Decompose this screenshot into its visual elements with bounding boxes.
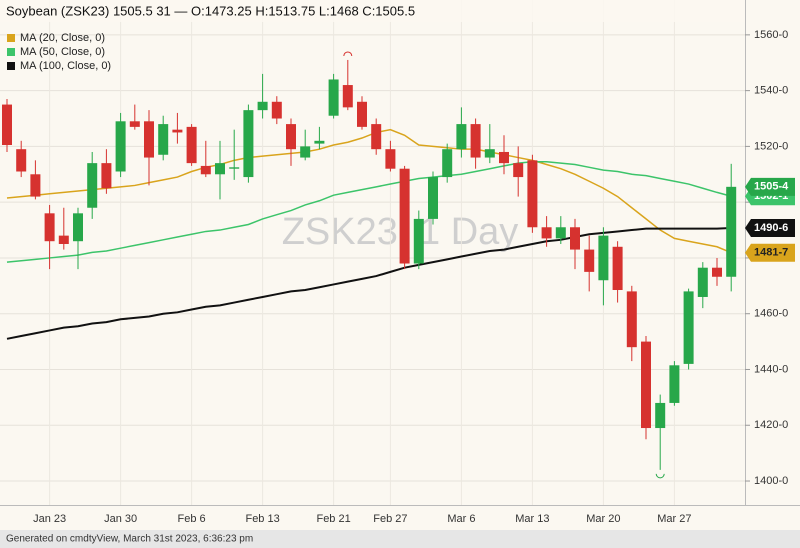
candle-body xyxy=(697,267,708,297)
x-tick-label: Mar 13 xyxy=(515,513,549,525)
x-tick-label: Mar 6 xyxy=(447,513,475,525)
candle-body xyxy=(186,126,197,164)
candle-body xyxy=(357,101,367,127)
footer-bar xyxy=(0,530,800,548)
candle-body xyxy=(73,213,83,242)
candle-body xyxy=(16,149,27,172)
candle-body xyxy=(328,79,339,116)
x-tick-label: Feb 27 xyxy=(373,513,407,525)
ma-lines xyxy=(6,128,732,340)
x-tick-label: Mar 20 xyxy=(586,513,620,525)
y-tick-label: 1420-0 xyxy=(754,419,788,431)
candle-body xyxy=(229,167,240,169)
candle-body xyxy=(58,235,69,244)
high-marker xyxy=(343,51,353,57)
legend-swatch xyxy=(7,48,15,56)
candle-body xyxy=(399,168,410,264)
candle-body xyxy=(470,124,481,158)
candle-body xyxy=(371,124,382,150)
candle-body xyxy=(271,101,282,119)
candle-body xyxy=(115,121,126,172)
candle-body xyxy=(2,104,12,146)
footer: Generated on cmdtyView, March 31st 2023,… xyxy=(6,534,253,545)
x-tick-label: Jan 30 xyxy=(104,513,137,525)
candle-body xyxy=(385,149,396,169)
candle-body xyxy=(442,149,453,178)
y-tick-label: 1460-0 xyxy=(754,308,788,320)
candle-body xyxy=(626,291,637,348)
candle-body xyxy=(726,186,737,277)
candle-body xyxy=(598,235,609,281)
legend: MA (20, Close, 0) MA (50, Close, 0) MA (10… xyxy=(7,32,111,72)
chart-title: Soybean (ZSK23) 1505.5 31 — O:1473.25 H:… xyxy=(6,3,415,18)
candle-body xyxy=(712,267,722,277)
candle-body xyxy=(456,124,467,150)
last-value-tag xyxy=(745,177,795,196)
legend-swatch xyxy=(7,34,15,42)
x-tick-label: Feb 13 xyxy=(245,513,279,525)
candle-body xyxy=(200,165,211,175)
candle-body xyxy=(144,121,154,158)
candle-body xyxy=(584,249,595,272)
candle-body xyxy=(158,124,169,155)
candle-body xyxy=(101,163,112,189)
candle-body xyxy=(555,227,566,239)
candle-body xyxy=(541,227,552,239)
candle-body xyxy=(257,101,268,111)
axis-labels: 1400-01420-01440-01460-01480-01500-01520… xyxy=(33,29,795,525)
candle-body xyxy=(286,124,296,150)
last-value-label: 1490-6 xyxy=(754,222,788,234)
y-tick-label: 1540-0 xyxy=(754,85,788,97)
candle-body xyxy=(527,160,538,228)
last-value-label: 1505-4 xyxy=(754,181,789,193)
candle-body xyxy=(499,151,509,164)
candle-body xyxy=(314,140,325,144)
ma-line xyxy=(6,160,732,263)
title-bg xyxy=(0,0,745,22)
y-tick-label: 1400-0 xyxy=(754,475,788,487)
low-marker xyxy=(655,473,665,479)
x-tick-label: Feb 21 xyxy=(316,513,350,525)
last-value-tag xyxy=(745,218,795,237)
ma-line xyxy=(6,128,732,254)
candle-body xyxy=(215,163,225,175)
candle-body xyxy=(300,146,311,158)
y-tick-label: 1560-0 xyxy=(754,29,788,41)
candle-body xyxy=(513,163,524,178)
legend-swatch xyxy=(7,62,15,70)
legend-label: MA (100, Close, 0) xyxy=(20,60,111,72)
last-value-label: 1481-7 xyxy=(754,247,788,259)
y-tick-label: 1520-0 xyxy=(754,140,788,152)
candle-body xyxy=(570,227,580,250)
x-tick-label: Jan 23 xyxy=(33,513,66,525)
candle-body xyxy=(655,402,666,429)
candle-body xyxy=(30,174,41,197)
candle-body xyxy=(641,341,651,429)
legend-label: MA (50, Close, 0) xyxy=(20,46,105,58)
candle-body xyxy=(243,110,254,178)
candle-body xyxy=(172,129,183,133)
y-tick-label: 1440-0 xyxy=(754,363,788,375)
legend-label: MA (20, Close, 0) xyxy=(20,32,105,44)
candle-body xyxy=(87,163,98,208)
ma-line xyxy=(6,226,732,340)
candle-body xyxy=(342,85,353,108)
x-tick-label: Feb 6 xyxy=(178,513,206,525)
candle-body xyxy=(683,291,694,364)
candle-body xyxy=(612,246,623,291)
candle-body xyxy=(428,177,438,219)
candles xyxy=(2,51,737,479)
x-tick-label: Mar 27 xyxy=(657,513,691,525)
candle-body xyxy=(44,213,55,242)
background xyxy=(0,0,800,530)
candle-body xyxy=(484,149,495,158)
candle-body xyxy=(129,121,140,127)
candle-body xyxy=(669,365,680,403)
candle-body xyxy=(413,218,424,264)
last-value-tag xyxy=(745,243,795,262)
